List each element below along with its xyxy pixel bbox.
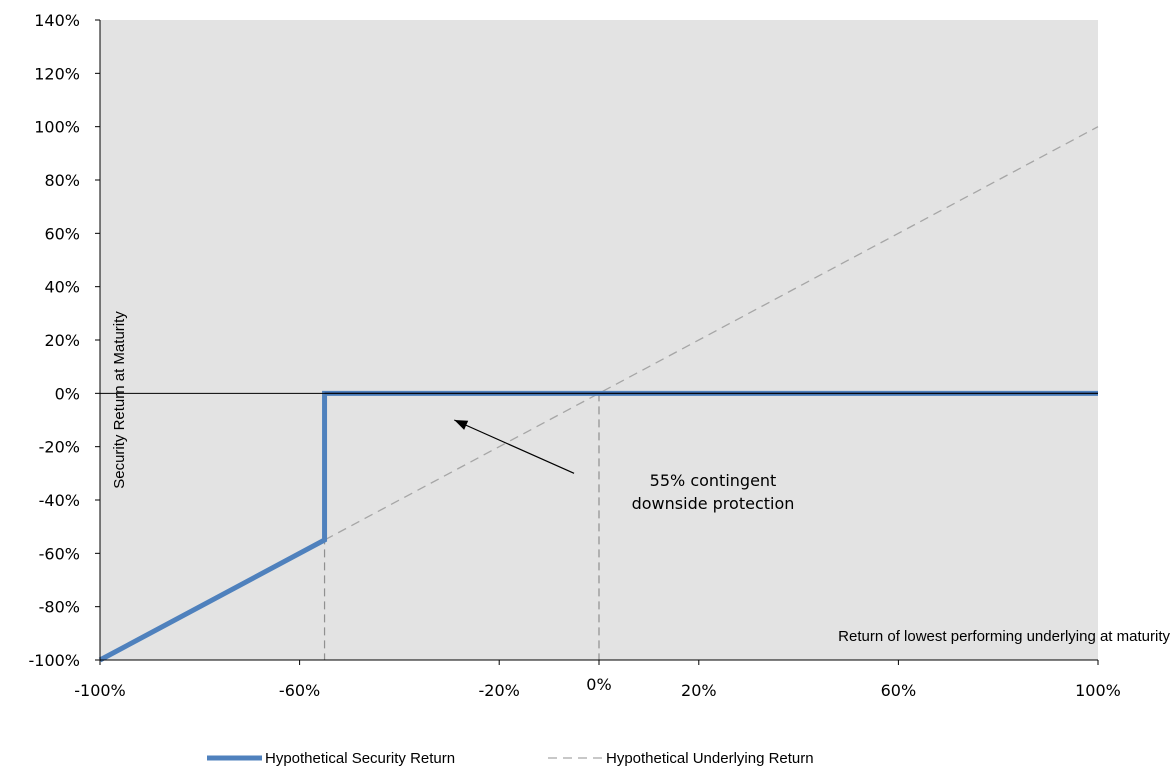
y-tick-label: -60% — [39, 544, 80, 563]
x-tick-label: 100% — [1075, 681, 1121, 700]
y-tick-label: -20% — [39, 438, 80, 457]
x-tick-label: 60% — [881, 681, 917, 700]
y-tick-label: 100% — [34, 118, 80, 137]
x-tick-label: 20% — [681, 681, 717, 700]
annotation-line-2: downside protection — [632, 494, 795, 513]
y-tick-label: 140% — [34, 11, 80, 30]
legend: Hypothetical Security Return Hypothetica… — [207, 750, 814, 766]
y-tick-label: -40% — [39, 491, 80, 510]
y-tick-label: 60% — [44, 224, 80, 243]
y-tick-label: 80% — [44, 171, 80, 190]
legend-label-underlying: Hypothetical Underlying Return — [606, 750, 814, 766]
x-tick-label: -100% — [74, 681, 126, 700]
x-axis-label: Return of lowest performing underlying a… — [838, 628, 1170, 645]
y-tick-label: 0% — [55, 384, 80, 403]
x-tick-label: -60% — [279, 681, 320, 700]
y-tick-label: -80% — [39, 598, 80, 617]
annotation-arrow-shaft — [454, 419, 575, 474]
y-axis-label: Security Return at Maturity — [111, 311, 128, 489]
y-tick-label: 20% — [44, 331, 80, 350]
annotation-arrow-head — [454, 420, 469, 430]
y-tick-label: -100% — [28, 651, 80, 670]
legend-label-security: Hypothetical Security Return — [265, 750, 455, 766]
x-tick-label: 0% — [586, 675, 611, 694]
annotation-line-1: 55% contingent — [650, 471, 777, 490]
x-tick-label: -20% — [479, 681, 520, 700]
y-tick-label: 120% — [34, 64, 80, 83]
y-tick-label: 40% — [44, 278, 80, 297]
